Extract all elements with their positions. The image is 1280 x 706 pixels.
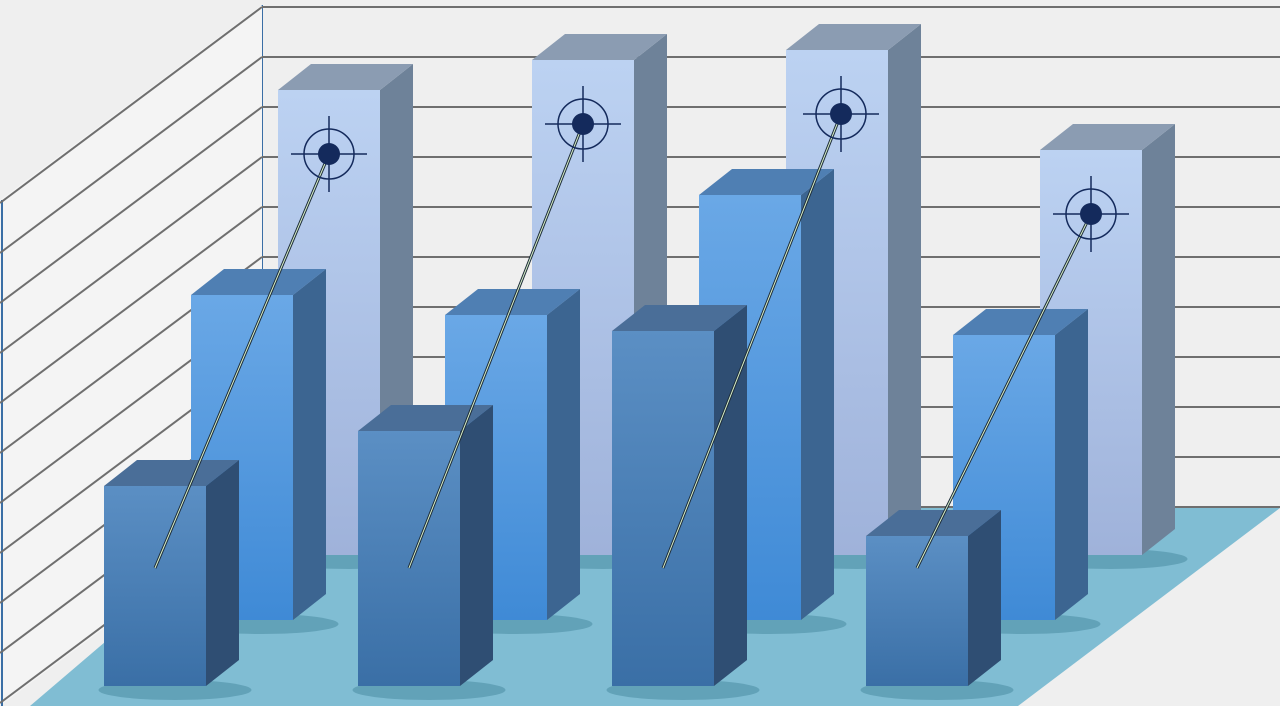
bar [98, 460, 252, 700]
pointer-line-highlight [154, 153, 330, 569]
bar-front [866, 536, 968, 686]
pointer-line-highlight [662, 113, 842, 569]
bar-top [191, 269, 326, 295]
target-icon [803, 76, 879, 152]
target-icon [1053, 176, 1129, 252]
bar-top [278, 64, 413, 90]
bar [352, 405, 506, 700]
bar [860, 510, 1014, 700]
target-icon [291, 116, 367, 192]
gridline [0, 156, 263, 354]
gridline [0, 56, 263, 254]
bar-side [460, 405, 493, 686]
bar-side [888, 24, 921, 555]
bar-top [953, 309, 1088, 335]
pointer-line-highlight [916, 213, 1092, 569]
bar-side [547, 289, 580, 620]
bar-side [206, 460, 239, 686]
bar-top [612, 305, 747, 331]
bar-side [1142, 124, 1175, 555]
bar-side [293, 269, 326, 620]
bar-side [968, 510, 1001, 686]
bar-top [532, 34, 667, 60]
bar-top [866, 510, 1001, 536]
bar-top [104, 460, 239, 486]
bar-top [699, 169, 834, 195]
gridline [0, 106, 263, 304]
bar-side [714, 305, 747, 686]
gridline [0, 206, 263, 404]
bar-top [786, 24, 921, 50]
bar-front [104, 486, 206, 686]
bar [606, 305, 760, 700]
gridline [0, 6, 263, 204]
bar-side [801, 169, 834, 620]
bar-top [1040, 124, 1175, 150]
target-icon [545, 86, 621, 162]
bar-front [612, 331, 714, 686]
bar-side [1055, 309, 1088, 620]
bar-front [358, 431, 460, 686]
bar [693, 169, 847, 634]
bar-top [358, 405, 493, 431]
pointer-line-highlight [408, 123, 584, 569]
